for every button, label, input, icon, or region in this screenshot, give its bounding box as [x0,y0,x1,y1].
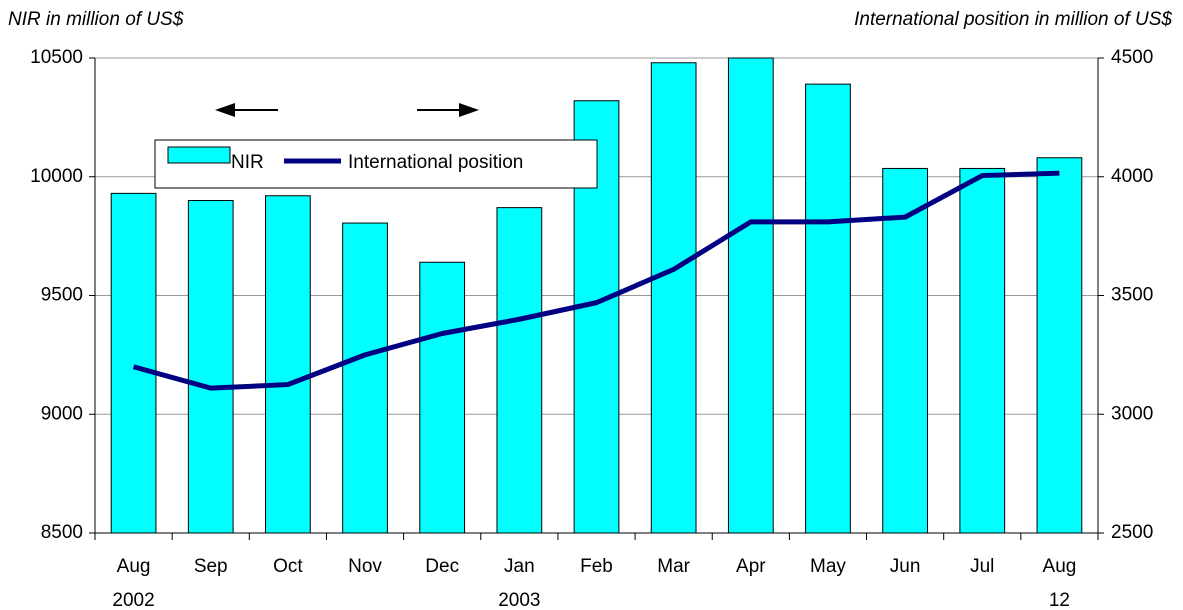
legend-label: NIR [231,152,264,173]
x-tick-label: Feb [580,556,613,577]
x-tick-sublabel: 12 [1049,590,1070,610]
x-tick-label: Dec [425,556,459,577]
x-tick-sublabel: 2003 [498,590,540,610]
x-tick-label: May [810,556,846,577]
x-tick-label: Mar [657,556,690,577]
bar [342,222,388,534]
bar [419,261,466,534]
y2-tick-label: 2500 [1111,522,1153,543]
y-axis-title: NIR in million of US$ [8,9,184,30]
y2-tick-label: 4500 [1111,47,1153,68]
y-tick-label: 9500 [41,285,83,306]
y2-axis-title: International position in million of US$ [854,9,1172,30]
arrows [215,103,479,117]
y-tick-label: 8500 [41,522,83,543]
x-tick-sublabel: 2002 [112,590,154,610]
line [132,170,1060,391]
bar [882,167,928,534]
y2-tick-label: 4000 [1111,166,1153,187]
y2-tick-label: 3000 [1111,403,1153,424]
bar [650,62,697,534]
x-tick-label: Nov [348,556,382,577]
x-tick-label: Jan [504,556,535,577]
bar [110,192,157,534]
x-tick-label: Aug [117,556,151,577]
legend: NIR International position [154,139,598,189]
x-tick-label: Oct [273,556,303,577]
x-tick-label: Aug [1043,556,1077,577]
bar [959,167,1006,534]
legend-swatch [167,146,231,164]
y-tick-label: 10500 [30,47,83,68]
x-tick-label: Apr [736,556,766,577]
bar [187,200,234,534]
bar [1036,157,1083,534]
y-tick-label: 10000 [30,166,83,187]
bar [496,207,543,534]
bar [805,83,851,534]
y-tick-label: 9000 [41,403,83,424]
bar [727,57,774,534]
bar [265,195,311,534]
x-tick-label: Jun [890,556,921,577]
x-tick-label: Sep [194,556,228,577]
y2-tick-label: 3500 [1111,285,1153,306]
x-tick-label: Jul [970,556,994,577]
legend-label: International position [348,152,523,173]
